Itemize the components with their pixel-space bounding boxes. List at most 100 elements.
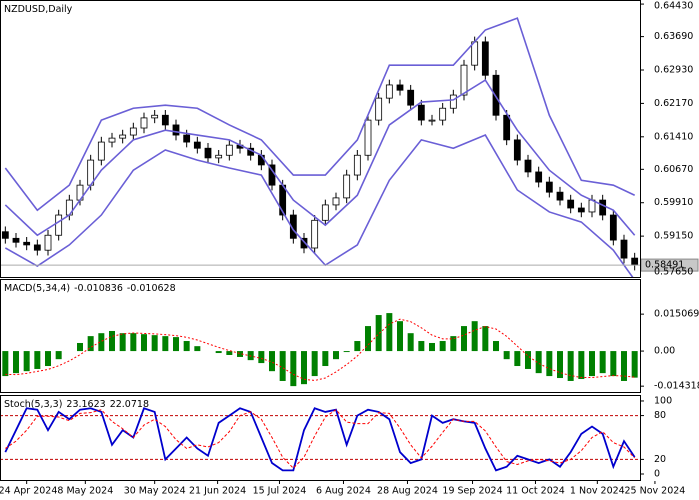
panel-title: NZDUSD,Daily [4, 4, 73, 15]
candle-body [1, 231, 9, 239]
candle-body [535, 171, 543, 183]
candle-body [140, 117, 148, 129]
candle-body [12, 237, 20, 243]
panel [0, 407, 640, 472]
macd-bar [482, 326, 489, 352]
candle-body [172, 124, 180, 136]
macd-bar [493, 341, 499, 352]
panel-frame [0, 395, 641, 481]
macd-bar [226, 351, 233, 355]
macd-bar [45, 351, 51, 367]
macd-bar [322, 351, 329, 367]
macd-bar [386, 313, 393, 352]
panel-header: MACD(5,34,4) -0.010836 -0.010628 [4, 283, 176, 294]
macd-bar [365, 326, 371, 352]
candle-body [609, 214, 617, 241]
macd-bar [418, 341, 425, 352]
candle-body [311, 219, 319, 249]
x-tick-label: 15 Jul 2024 [253, 486, 307, 497]
candle-body [257, 154, 265, 166]
panel [2, 313, 638, 387]
macd-bar [631, 351, 638, 378]
candle-body [620, 239, 628, 259]
macd-bar [343, 351, 350, 353]
candle-body [481, 41, 489, 76]
candle-body [108, 137, 116, 143]
y-tick-label: 0.61410 [654, 131, 693, 142]
x-tick-label: 30 May 2024 [124, 486, 186, 497]
y-tick-label: 0.59150 [654, 231, 693, 242]
macd-bar [621, 351, 627, 381]
y-tick-label: 0.63690 [654, 31, 693, 42]
y-tick-label: 80 [654, 410, 666, 421]
macd-bar [173, 337, 179, 352]
x-tick-label: 21 Jun 2024 [189, 486, 246, 497]
macd-bar [311, 351, 318, 377]
panel [0, 17, 640, 277]
panel-title: MACD(5,34,4) [4, 283, 70, 294]
candle-body [513, 139, 521, 161]
y-tick-label: 0.60670 [654, 164, 693, 175]
macd-bar [525, 351, 531, 369]
macd-bar [98, 333, 105, 352]
candle-body [151, 114, 159, 119]
macd-bar [34, 351, 41, 369]
candle-body [183, 134, 191, 143]
macd-signal [5, 318, 635, 381]
panel-frame [0, 0, 641, 278]
candle-body [631, 257, 639, 266]
candle-body [449, 94, 457, 109]
macd-bar [407, 333, 414, 352]
macd-bar [23, 351, 30, 372]
y-tick-label: 0.57650 [654, 267, 693, 278]
macd-bar [439, 341, 446, 352]
candle-body [161, 114, 169, 126]
macd-bar [77, 342, 83, 352]
candle-body [556, 191, 564, 201]
macd-bar [546, 351, 553, 377]
macd-bar [237, 351, 243, 357]
candle-body [385, 84, 393, 99]
candle-body [460, 64, 468, 96]
stoch-signal [5, 409, 636, 469]
macd-bar [567, 351, 574, 381]
candle-body [289, 214, 297, 239]
header-value: 22.0718 [110, 399, 149, 410]
candle-body [225, 144, 233, 156]
current-price-label: 0.58491 [645, 260, 684, 271]
macd-bar [109, 330, 115, 352]
macd-bar [162, 336, 169, 352]
candle-body [300, 237, 308, 249]
macd-bar [514, 351, 521, 367]
macd-bar [258, 351, 265, 364]
y-tick-label: 0.64430 [654, 1, 693, 12]
macd-bar [397, 321, 403, 352]
candle-body [129, 127, 137, 136]
candle-body [55, 214, 63, 236]
x-tick-label: 19 Sep 2024 [442, 486, 502, 497]
macd-bar [215, 351, 222, 354]
y-tick-label: -0.014318 [654, 381, 699, 392]
candle-body [343, 174, 351, 199]
macd-bar [450, 336, 457, 352]
y-tick-label: 0.00 [654, 346, 675, 357]
macd-bar [141, 334, 147, 352]
candle-body [44, 234, 52, 251]
x-tick-label: 25 Nov 2024 [625, 486, 686, 497]
candle-body [23, 241, 31, 246]
x-tick-label: 11 Oct 2024 [506, 486, 565, 497]
candle-body [396, 84, 404, 91]
candle-body [193, 141, 201, 149]
macd-bar [589, 351, 595, 377]
header-value: -0.010836 [74, 283, 123, 294]
x-tick-label: 1 Nov 2024 [570, 486, 625, 497]
macd-bar [151, 335, 158, 352]
macd-bar [471, 321, 478, 352]
candle-body [407, 89, 415, 106]
bollinger-band [4, 79, 636, 237]
macd-bar [87, 336, 94, 352]
macd-bar [2, 351, 9, 377]
y-tick-label: 0.62930 [654, 65, 693, 76]
candle-body [321, 204, 329, 221]
